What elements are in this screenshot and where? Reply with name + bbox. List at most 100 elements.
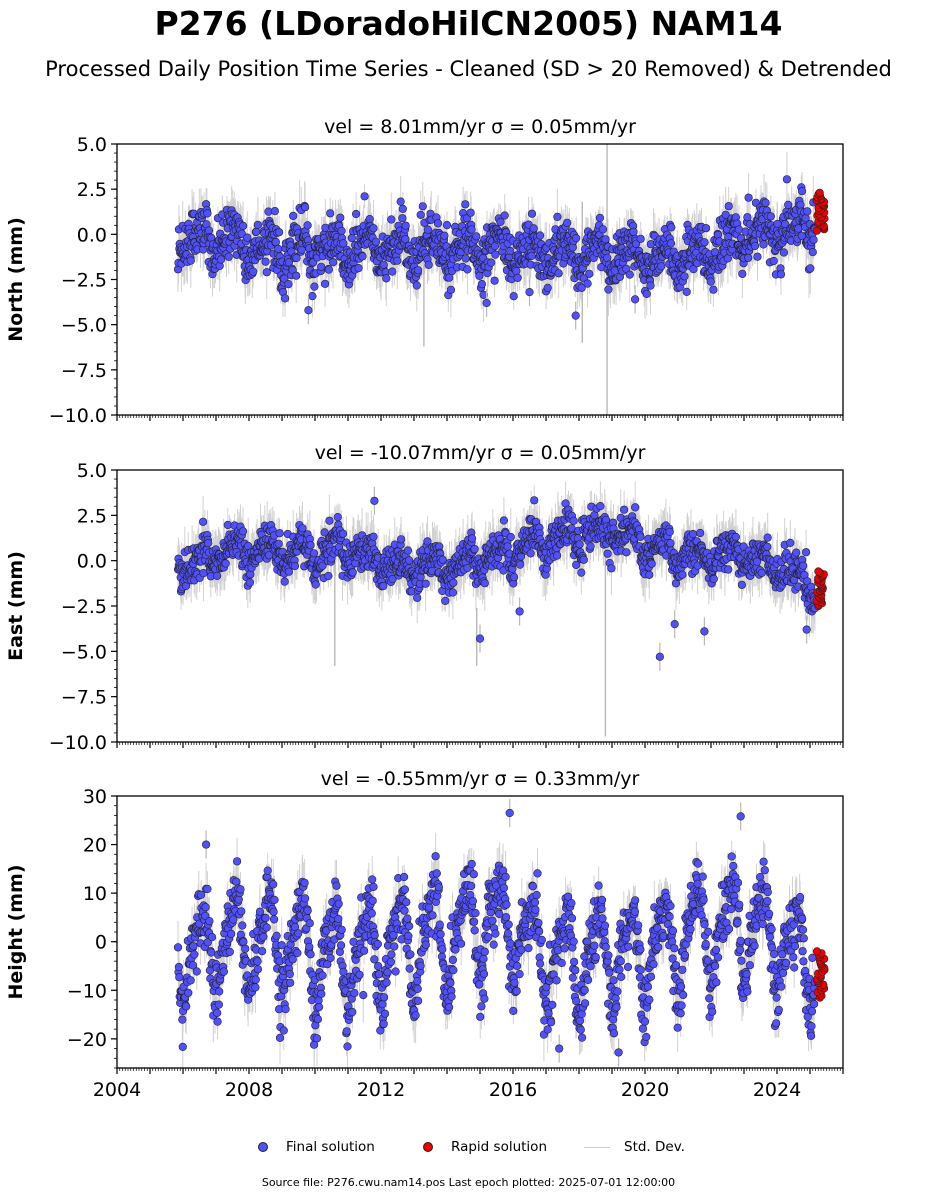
final-point — [431, 852, 440, 861]
final-point — [598, 225, 608, 234]
final-point — [360, 946, 369, 955]
outlier-point — [571, 311, 580, 320]
final-point — [530, 496, 539, 505]
final-point — [398, 204, 407, 213]
final-point — [262, 923, 271, 932]
final-point — [290, 561, 300, 571]
final-point — [569, 937, 578, 946]
final-point — [605, 968, 614, 977]
final-point — [380, 1009, 390, 1018]
final-point — [631, 503, 640, 512]
final-point — [696, 528, 705, 538]
final-point — [249, 267, 258, 276]
final-point — [604, 951, 613, 960]
final-point — [654, 943, 663, 952]
xaxis-north — [116, 415, 844, 421]
final-point — [203, 209, 212, 218]
final-point — [414, 996, 423, 1005]
final-point — [225, 947, 234, 957]
final-point — [445, 1003, 454, 1012]
final-point — [554, 269, 563, 278]
final-point — [488, 916, 497, 925]
final-point — [553, 212, 562, 221]
final-points-north — [173, 175, 820, 330]
final-point — [289, 211, 298, 220]
final-point — [657, 262, 666, 271]
final-point — [292, 253, 301, 263]
final-point — [270, 915, 279, 924]
final-point — [645, 570, 654, 580]
final-point — [645, 995, 654, 1004]
final-point — [512, 267, 521, 276]
final-point — [451, 945, 460, 954]
final-point — [504, 920, 513, 929]
final-point — [205, 916, 214, 926]
yaxis-north: 5.0 2.5 0.0 −2.5 −5.0 −7.5 −10.0 — [49, 134, 117, 427]
final-point — [477, 1002, 486, 1011]
final-point — [572, 234, 581, 243]
final-points-east — [173, 486, 820, 671]
final-point — [792, 548, 801, 557]
final-point — [336, 213, 345, 222]
final-point — [753, 252, 762, 261]
final-point — [636, 945, 645, 954]
final-point — [469, 870, 478, 879]
final-point — [387, 215, 396, 224]
final-point — [300, 878, 309, 887]
final-point — [643, 982, 653, 991]
final-point — [238, 527, 248, 536]
final-point — [311, 580, 320, 589]
outlier-point — [304, 306, 313, 315]
final-point — [448, 955, 458, 965]
final-point — [461, 200, 470, 209]
final-point — [532, 890, 541, 900]
final-point — [433, 219, 443, 228]
final-point — [338, 529, 348, 538]
final-point — [293, 948, 302, 958]
outlier-point — [655, 652, 664, 661]
final-point — [432, 869, 441, 878]
final-point — [223, 520, 232, 530]
final-point — [442, 221, 452, 230]
final-point — [215, 987, 224, 996]
final-point — [301, 894, 310, 903]
final-point — [701, 939, 710, 949]
final-point — [724, 565, 733, 574]
final-point — [369, 532, 378, 541]
final-point — [317, 989, 326, 999]
final-point — [184, 988, 193, 998]
final-point — [552, 551, 562, 560]
final-point — [449, 578, 458, 587]
final-point — [333, 512, 342, 522]
final-point — [423, 537, 432, 546]
final-point — [496, 217, 505, 226]
final-point — [186, 976, 195, 985]
final-point — [530, 898, 540, 907]
final-point — [388, 267, 397, 276]
final-point — [326, 953, 335, 963]
final-point — [686, 924, 695, 934]
final-point — [615, 965, 624, 974]
final-point — [175, 973, 184, 982]
final-point — [766, 212, 775, 221]
final-point — [506, 246, 515, 256]
outlier-point — [700, 627, 709, 636]
final-point — [502, 913, 511, 922]
final-point — [797, 231, 806, 240]
final-point — [515, 969, 524, 979]
outlier-point — [802, 625, 811, 634]
final-point — [601, 235, 610, 244]
final-point — [263, 866, 272, 875]
final-point — [339, 239, 348, 248]
final-point — [400, 885, 410, 894]
final-point — [567, 898, 576, 908]
final-point — [487, 258, 496, 267]
stddev-bars-east — [177, 481, 816, 737]
ytick-label: −5.0 — [61, 641, 107, 663]
final-point — [613, 987, 622, 996]
final-point — [710, 961, 720, 971]
final-point — [724, 202, 733, 211]
final-point — [374, 962, 383, 971]
final-point — [501, 872, 510, 882]
